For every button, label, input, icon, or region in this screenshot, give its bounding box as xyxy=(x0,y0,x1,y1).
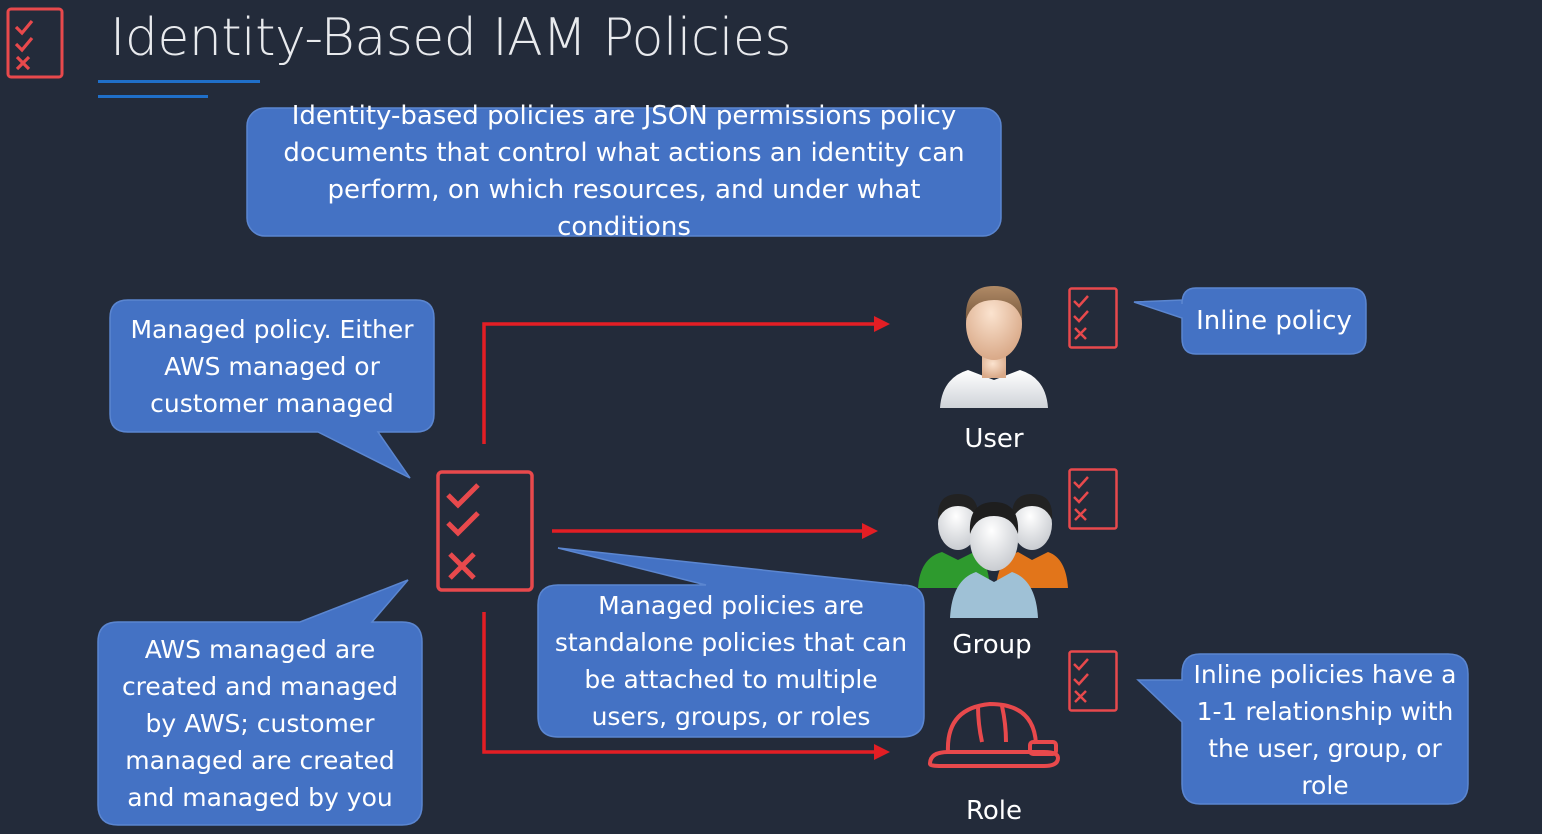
managed-policy-callout-shape xyxy=(109,299,435,479)
title-underline xyxy=(98,80,260,83)
user-inline-policy-icon xyxy=(1068,287,1118,353)
user-icon xyxy=(934,280,1054,418)
aws-managed-callout-text: AWS managed are created and managed by A… xyxy=(121,634,399,812)
managed-policy-callout-text: Managed policy. Either AWS managed or cu… xyxy=(130,314,414,418)
inline-policy-callout-text: Inline policy xyxy=(1196,305,1352,336)
user-label: User xyxy=(964,424,1024,454)
title-underline-short xyxy=(98,95,208,98)
group-label: Group xyxy=(952,630,1032,660)
header-policy-icon xyxy=(6,7,64,83)
inline-relationship-callout-shape xyxy=(1136,653,1469,805)
definition-callout-text: Identity-based policies are JSON permiss… xyxy=(283,101,965,242)
standalone-callout-shape xyxy=(537,547,925,738)
group-icon xyxy=(914,484,1070,624)
arrow-to-user xyxy=(482,322,876,444)
managed-policy-icon xyxy=(436,470,534,596)
standalone-callout-text: Managed policies are standalone policies… xyxy=(554,591,908,731)
role-hardhat-icon xyxy=(926,694,1062,778)
inline-policy-callout-shape xyxy=(1133,287,1367,355)
aws-managed-callout-shape xyxy=(97,579,423,826)
group-inline-policy-icon xyxy=(1068,468,1118,534)
definition-callout-shape xyxy=(246,107,1002,237)
role-inline-policy-icon xyxy=(1068,650,1118,716)
arrow-to-role xyxy=(482,612,876,754)
page-title: Identity-Based IAM Policies xyxy=(110,8,791,68)
role-label: Role xyxy=(965,796,1023,826)
inline-relationship-callout-text: Inline policies have a 1-1 relationship … xyxy=(1193,660,1457,800)
